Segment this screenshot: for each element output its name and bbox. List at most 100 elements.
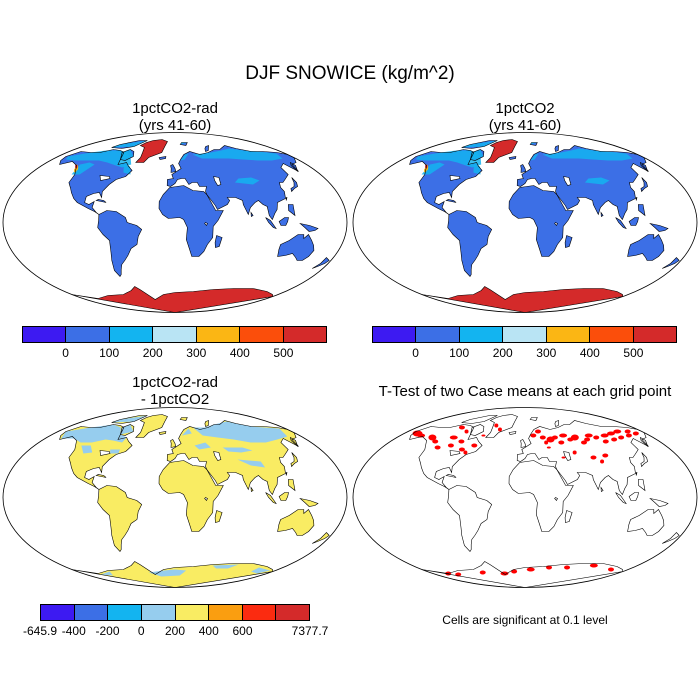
panel-title-1pctco2: 1pctCO2 (yrs 41-60) — [488, 100, 562, 134]
legend-swatch — [503, 327, 547, 342]
legend-tick-label: 500 — [623, 346, 644, 360]
negative-difference-region — [251, 567, 270, 574]
legend-swatch — [283, 327, 326, 342]
significant-cell — [511, 569, 518, 574]
coastline — [639, 436, 649, 447]
landmass-africa — [509, 185, 574, 257]
legend-swatch — [41, 605, 75, 620]
landmass-australia — [277, 509, 314, 536]
negative-difference-region — [222, 447, 253, 453]
coastline — [615, 492, 627, 505]
coastline — [628, 492, 639, 501]
coastline — [635, 472, 638, 476]
landmass-south-america — [447, 210, 492, 277]
coastline — [135, 139, 168, 163]
legend-tick-label: 100 — [99, 346, 120, 360]
negative-difference-region — [148, 569, 187, 577]
coastline — [166, 145, 299, 221]
landmass-novaya — [204, 420, 209, 427]
map-difference — [2, 407, 348, 588]
coastline — [649, 497, 669, 507]
landmass-borneo — [279, 217, 289, 226]
significant-cell — [530, 433, 537, 438]
significant-cell — [572, 450, 577, 455]
coastline — [662, 257, 680, 269]
coastline — [640, 177, 648, 193]
landmass-new-guinea — [300, 223, 318, 232]
coastline — [635, 197, 638, 201]
negative-difference-region — [181, 428, 192, 436]
legend-tick-label: 500 — [273, 346, 294, 360]
negative-difference-region — [111, 415, 148, 423]
significant-cell — [618, 435, 625, 440]
significant-cell — [544, 440, 549, 445]
significant-cell — [526, 567, 535, 572]
legend-swatch — [196, 327, 241, 342]
figure-title: DJF SNOWICE (kg/m^2) — [245, 63, 455, 84]
landmass-new-guinea — [650, 223, 668, 232]
snow-region — [234, 177, 260, 185]
significant-cell — [449, 435, 458, 440]
coastline — [120, 424, 135, 436]
significant-cell — [625, 433, 632, 438]
snow-region — [421, 162, 445, 175]
legend-tick-label: 200 — [492, 346, 513, 360]
coastline — [204, 420, 209, 427]
coastline — [158, 460, 224, 532]
landmass-new-zealand — [312, 257, 330, 269]
significant-cell — [570, 434, 579, 441]
lake — [99, 450, 111, 456]
snow-region — [180, 142, 188, 145]
panel-title-difference: 1pctCO2-rad - 1pctCO2 — [132, 374, 218, 408]
significant-cell — [600, 459, 605, 464]
coastline — [111, 415, 148, 424]
significant-cell — [602, 453, 609, 458]
significant-cell — [559, 433, 568, 438]
coastline — [520, 439, 527, 448]
coastline — [554, 145, 559, 152]
landmass-uk — [520, 164, 526, 173]
landmass-antarctica — [421, 286, 623, 313]
coastline — [485, 139, 518, 163]
coastline — [158, 156, 167, 160]
significant-cell — [481, 434, 486, 437]
significant-cell — [606, 431, 615, 436]
significant-cell — [602, 439, 609, 444]
coastline — [409, 424, 483, 490]
coastline — [214, 510, 223, 523]
coastline — [289, 161, 299, 172]
lake — [554, 497, 558, 502]
map-1pctco2-rad — [2, 132, 348, 313]
legend-swatch — [416, 327, 460, 342]
landmass-africa — [159, 185, 224, 257]
significant-cell — [428, 434, 437, 441]
lake — [449, 450, 461, 456]
negative-difference-region — [212, 564, 239, 569]
coastline — [158, 431, 167, 435]
coastline — [289, 436, 299, 447]
coastline — [627, 234, 665, 261]
landmass-greenland — [135, 414, 168, 438]
significant-cell — [464, 429, 469, 434]
coastline — [520, 164, 527, 173]
significant-cell — [458, 439, 465, 444]
significant-cell — [494, 423, 499, 428]
coastline — [277, 509, 315, 536]
coastline — [421, 561, 624, 588]
panel-title-1pctco2-rad: 1pctCO2-rad (yrs 41-60) — [132, 100, 218, 134]
coastline — [277, 234, 315, 261]
legend-tick-label: 400 — [198, 624, 219, 638]
landmass-sumatra — [265, 492, 277, 504]
coastline — [135, 414, 168, 438]
legend-tick-label: 600 — [232, 624, 253, 638]
legend-swatch — [141, 605, 176, 620]
map-border — [352, 132, 698, 313]
coastline — [461, 415, 498, 424]
coastline — [628, 217, 639, 226]
landmass-eurasia — [517, 145, 649, 220]
snow-region — [71, 162, 95, 175]
legend-tick-label: 400 — [229, 346, 250, 360]
coastline — [637, 204, 646, 217]
landmass-greenland — [135, 139, 168, 163]
coastline — [627, 509, 665, 536]
